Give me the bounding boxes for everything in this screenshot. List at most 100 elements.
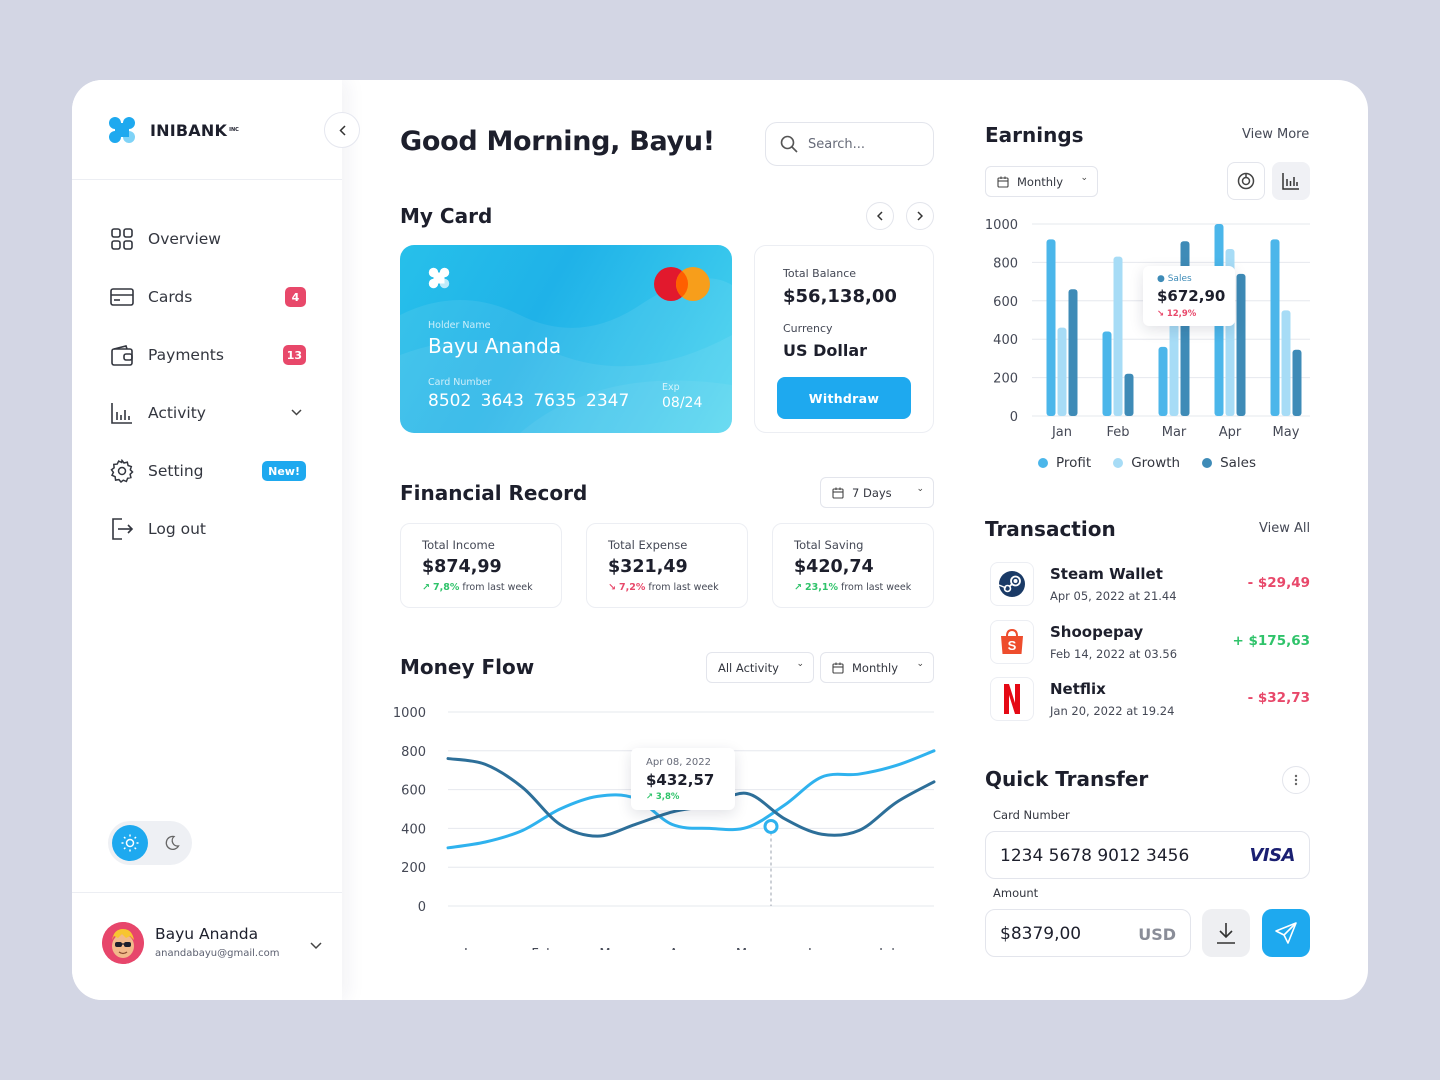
transaction-date: Feb 14, 2022 at 03.56 [1050, 647, 1178, 661]
balance-panel: Total Balance $56,138,00 Currency US Dol… [754, 245, 934, 433]
card-number-field[interactable]: 1234 5678 9012 3456 VISA [985, 831, 1310, 879]
y-tick-label: 1000 [393, 706, 426, 721]
sidebar-item-cards[interactable]: Cards 4 [110, 268, 306, 326]
change-percent: 7,2% [619, 582, 646, 593]
transaction-name: Netflix [1050, 680, 1106, 698]
transaction-name: Steam Wallet [1050, 565, 1163, 583]
transaction-row[interactable]: S Shoopepay Feb 14, 2022 at 03.56 + $175… [990, 617, 1310, 667]
bank-card[interactable]: Holder Name Bayu Ananda Card Number 8502… [400, 245, 732, 433]
select-value: All Activity [718, 660, 779, 675]
y-tick-label: 200 [401, 861, 426, 876]
bar-chart-icon [110, 401, 134, 425]
chevron-down-icon[interactable] [291, 406, 302, 419]
bar-chart-toggle[interactable] [1272, 162, 1310, 200]
theme-toggle[interactable] [108, 821, 192, 865]
sidebar-item-payments[interactable]: Payments 13 [110, 326, 306, 384]
shopee-icon: S [990, 620, 1034, 664]
sidebar-item-setting[interactable]: Setting New! [110, 442, 306, 500]
transaction-name: Shoopepay [1050, 623, 1144, 641]
search-input[interactable]: Search... [765, 122, 934, 166]
stat-label: Total Saving [794, 538, 864, 552]
money-flow-range-select[interactable]: Monthly ⌄ [820, 652, 934, 683]
stat-label: Total Expense [608, 538, 688, 552]
tooltip-change: ↘ 12,9% [1157, 309, 1196, 319]
y-tick-label: 0 [1010, 410, 1018, 425]
change-suffix: from last week [462, 582, 533, 593]
x-tick-label: Mar [599, 947, 624, 950]
mastercard-icon [654, 267, 710, 301]
search-placeholder: Search... [808, 136, 866, 152]
financial-range-select[interactable]: 7 Days ⌄ [820, 477, 934, 508]
chevron-left-icon [877, 211, 883, 221]
pie-chart-toggle[interactable] [1227, 162, 1265, 200]
legend-label: Sales [1220, 455, 1257, 471]
expiry-label: Exp [662, 382, 680, 393]
sidebar-divider [72, 179, 342, 180]
card-prev-button[interactable] [866, 202, 894, 230]
card-number-group: 2347 [586, 391, 630, 411]
brand-logo[interactable]: INIBANK INC [108, 116, 239, 144]
earnings-title: Earnings [985, 123, 1084, 147]
stat-value: $874,99 [422, 557, 502, 577]
currency-label: Currency [783, 322, 833, 335]
collapse-sidebar-button[interactable] [324, 112, 360, 148]
activity-filter-select[interactable]: All Activity ⌄ [706, 652, 814, 683]
send-icon [1275, 922, 1297, 944]
stat-card-saving: Total Saving $420,74 ↗ 23,1% from last w… [772, 523, 934, 608]
bar-sales [1124, 373, 1134, 416]
change-suffix: from last week [648, 582, 719, 593]
view-more-link[interactable]: View More [1242, 127, 1310, 142]
legend-dot [1113, 458, 1124, 468]
sidebar-item-activity[interactable]: Activity [110, 384, 306, 442]
chevron-down-icon[interactable] [310, 935, 322, 954]
x-tick-label: Jan [1051, 425, 1072, 440]
card-number-value: 1234 5678 9012 3456 [1000, 846, 1190, 866]
card-number-label: Card Number [993, 808, 1070, 822]
more-options-button[interactable] [1282, 766, 1310, 794]
transaction-date: Jan 20, 2022 at 19.24 [1050, 704, 1175, 718]
tooltip-series: ● Sales [1157, 274, 1192, 284]
send-button[interactable] [1262, 909, 1310, 957]
sidebar-item-logout[interactable]: Log out [110, 500, 306, 558]
amount-field[interactable]: $8379,00 USD [985, 909, 1191, 957]
transaction-row[interactable]: Steam Wallet Apr 05, 2022 at 21.44 - $29… [990, 559, 1310, 609]
transaction-row[interactable]: Netflix Jan 20, 2022 at 19.24 - $32,73 [990, 674, 1310, 724]
amount-value: $8379,00 [1000, 924, 1082, 944]
grid-icon [110, 227, 134, 251]
withdraw-button[interactable]: Withdraw [777, 377, 911, 419]
stat-change: ↗ 23,1% from last week [794, 582, 911, 593]
select-value: Monthly [852, 660, 899, 675]
more-vertical-icon [1294, 774, 1298, 786]
sun-icon[interactable] [112, 825, 148, 861]
x-tick-label: Feb [531, 947, 554, 950]
legend-item-profit[interactable]: Profit [1038, 455, 1091, 471]
stat-value: $321,49 [608, 557, 688, 577]
earnings-range-select[interactable]: Monthly ⌄ [985, 166, 1098, 197]
sidebar: INIBANK INC Overview Cards 4 [72, 80, 342, 1000]
view-all-link[interactable]: View All [1259, 521, 1311, 536]
y-tick-label: 800 [401, 745, 426, 760]
card-next-button[interactable] [906, 202, 934, 230]
bar-sales [1068, 289, 1078, 416]
legend-item-sales[interactable]: Sales [1202, 455, 1256, 471]
download-button[interactable] [1202, 909, 1250, 957]
sidebar-nav: Overview Cards 4 Payments 13 Ac [110, 210, 306, 558]
legend-dot [1038, 458, 1048, 468]
tooltip-change: ↗ 3,8% [646, 792, 679, 802]
y-tick-label: 200 [993, 372, 1018, 387]
tooltip-value: $672,90 [1157, 287, 1226, 305]
x-tick-label: Apr [669, 947, 692, 950]
transaction-date: Apr 05, 2022 at 21.44 [1050, 589, 1177, 603]
bar-profit [1102, 331, 1112, 416]
x-tick-label: Feb [1106, 425, 1129, 440]
legend-item-growth[interactable]: Growth [1113, 455, 1180, 471]
change-percent: 3,8% [655, 792, 680, 802]
x-tick-label: Jan [463, 947, 484, 950]
sidebar-item-label: Log out [148, 520, 206, 538]
payments-count-badge: 13 [282, 345, 306, 365]
card-icon [110, 285, 134, 309]
user-profile[interactable]: Bayu Ananda anandabayu@gmail.com [102, 922, 322, 966]
sidebar-item-overview[interactable]: Overview [110, 210, 306, 268]
gear-icon [110, 459, 134, 483]
moon-icon[interactable] [154, 825, 190, 861]
